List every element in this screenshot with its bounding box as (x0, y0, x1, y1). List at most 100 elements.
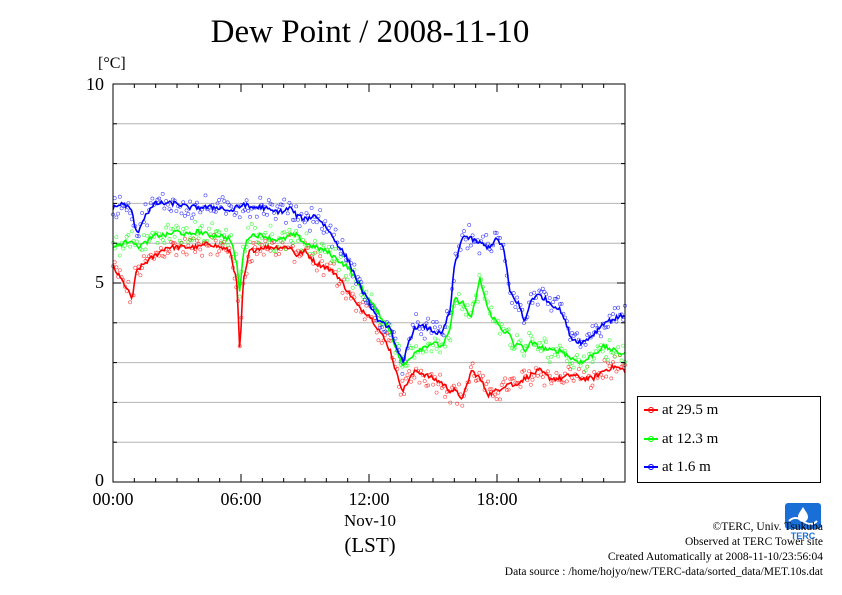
data-point (522, 321, 526, 325)
data-point (583, 368, 588, 373)
data-point (540, 375, 545, 379)
data-point (275, 204, 280, 209)
data-point (621, 343, 626, 348)
data-point (374, 330, 379, 335)
data-point (198, 225, 203, 230)
data-point (318, 208, 323, 213)
data-point (198, 247, 203, 252)
data-point (338, 254, 343, 259)
data-point (492, 230, 497, 235)
data-point (283, 220, 288, 225)
data-point (114, 235, 119, 240)
data-point (530, 337, 535, 342)
data-point (602, 358, 607, 363)
data-point (508, 377, 513, 382)
data-point (304, 231, 309, 236)
data-point (426, 316, 431, 321)
data-point (378, 325, 383, 330)
x-tick-label: 12:00 (348, 489, 390, 509)
data-point (381, 329, 386, 334)
data-point (277, 251, 282, 256)
data-point (143, 247, 148, 252)
x-tick-label: 18:00 (476, 489, 518, 509)
data-point (145, 223, 150, 228)
data-point (316, 214, 321, 219)
data-point (234, 210, 239, 215)
data-point (331, 259, 336, 264)
data-point (438, 324, 443, 329)
data-point (498, 236, 502, 240)
data-point (343, 296, 348, 301)
data-point (333, 227, 338, 232)
data-point (426, 383, 431, 388)
data-point (364, 300, 369, 305)
data-point (157, 231, 162, 236)
data-point (568, 367, 573, 372)
data-point (121, 246, 126, 251)
data-point (167, 249, 172, 254)
data-point (515, 333, 520, 338)
data-point (402, 392, 407, 397)
footer-copyright: ©TERC, Univ. Tsukuba (712, 521, 823, 533)
data-point (552, 296, 557, 301)
data-point (501, 380, 506, 385)
data-point (412, 355, 417, 360)
data-point (484, 290, 489, 295)
data-point (176, 225, 181, 230)
data-point (432, 325, 437, 330)
y-tick-label: 10 (86, 74, 104, 94)
data-point (448, 338, 453, 343)
data-point (220, 195, 225, 200)
data-point (193, 250, 198, 254)
data-point (506, 387, 511, 392)
data-point (424, 349, 429, 354)
data-point (513, 305, 518, 310)
data-point (155, 240, 160, 245)
data-point (527, 369, 532, 374)
data-point (162, 206, 167, 211)
data-point (530, 377, 535, 382)
data-point (213, 209, 218, 214)
data-point (253, 225, 258, 230)
data-point (203, 193, 208, 198)
data-point (169, 208, 174, 213)
data-point (594, 323, 598, 328)
data-point (419, 368, 424, 373)
data-point (453, 251, 458, 256)
data-point (198, 210, 203, 215)
data-point (537, 340, 542, 345)
data-point (186, 243, 191, 248)
data-point (475, 378, 480, 383)
data-point (535, 373, 540, 378)
data-point (215, 201, 220, 206)
data-point (376, 338, 381, 343)
data-point (162, 240, 167, 245)
data-point (547, 360, 552, 365)
data-point (585, 364, 590, 369)
data-point (145, 233, 150, 238)
data-point (477, 273, 482, 278)
data-point (278, 238, 283, 243)
data-point (409, 335, 413, 340)
data-point (217, 230, 222, 235)
data-point (528, 292, 533, 297)
data-point (465, 303, 470, 308)
data-point (444, 325, 449, 330)
data-point (150, 230, 155, 235)
data-point (477, 370, 482, 375)
data-point (208, 208, 213, 213)
data-point (448, 400, 453, 405)
data-point (539, 349, 544, 353)
data-point (184, 252, 189, 257)
data-point (261, 211, 266, 216)
data-point (224, 211, 228, 216)
data-point (170, 227, 175, 232)
data-point (607, 338, 612, 343)
data-point (496, 390, 501, 395)
data-point (578, 344, 583, 349)
data-point (480, 373, 485, 378)
data-point (343, 273, 348, 278)
data-point (400, 378, 405, 383)
data-point (290, 241, 295, 245)
